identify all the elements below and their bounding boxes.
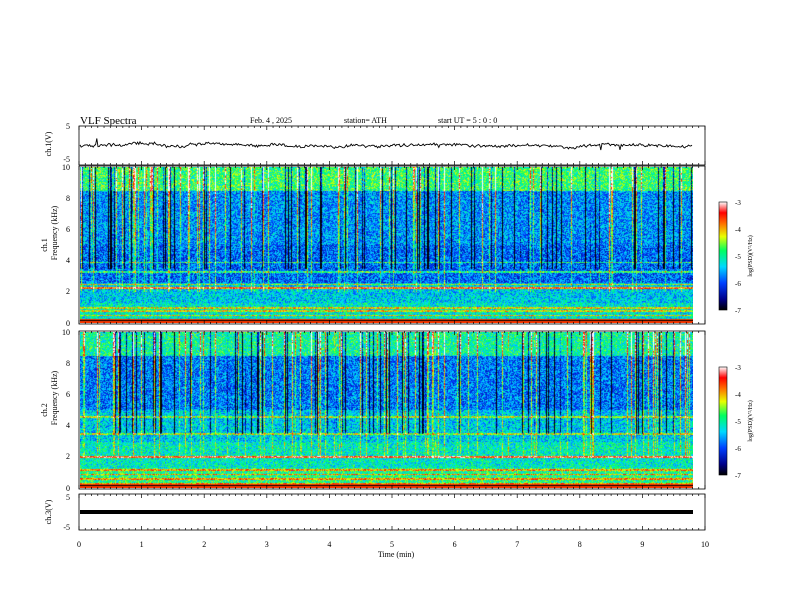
ch2-spectrogram-image xyxy=(80,332,693,488)
ch2-spec-ytick-4: 4 xyxy=(66,421,70,430)
ch2-spec-ytick-8: 8 xyxy=(66,359,70,368)
ch2-spec-ylabel-channel: ch.2 xyxy=(40,403,49,417)
ch2-spec-ytick-0: 0 xyxy=(66,484,70,493)
ch2-cb-label: log(PSD)(V²/Hz) xyxy=(747,400,754,441)
time-axis: 0 1 2 3 4 5 6 7 8 9 10 xyxy=(77,540,709,549)
ch3-ylabel: ch.3(V) xyxy=(44,499,53,524)
ch1-cb-tick-m5: -5 xyxy=(735,253,741,261)
ch1-spectrogram-image xyxy=(80,167,693,323)
xaxis-tick-label: 1 xyxy=(140,540,144,549)
ch1-spec-ylabel-channel: ch.1 xyxy=(40,238,49,252)
ch1-spec-ytick-6: 6 xyxy=(66,225,70,234)
ch2-spec-ytick-10: 10 xyxy=(62,328,70,337)
ch1-spec-ytick-0: 0 xyxy=(66,319,70,328)
ch3-waveform-panel: 5 -5 ch.3(V) xyxy=(44,493,706,532)
xaxis-tick-label: 10 xyxy=(701,540,709,549)
figure-title: VLF Spectra xyxy=(80,115,137,127)
xaxis-label: Time (min) xyxy=(378,550,415,559)
xaxis-tick-label: 2 xyxy=(202,540,206,549)
ch1-waveform-trace xyxy=(79,138,693,151)
ch2-colorbar: -3 -4 -5 -6 -7 log(PSD)(V²/Hz) xyxy=(718,364,754,480)
ch1-cb-tick-m4: -4 xyxy=(735,226,741,234)
ch1-ylabel: ch.1(V) xyxy=(44,131,53,156)
ch2-cb-tick-m6: -6 xyxy=(735,445,741,453)
ch2-cb-tick-m3: -3 xyxy=(735,364,741,372)
ch2-cb-tick-m7: -7 xyxy=(735,472,741,480)
ch1-waveform-panel: 5 -5 ch.1(V) xyxy=(44,122,706,166)
ch1-ytick-bottom: -5 xyxy=(63,155,70,164)
xaxis-tick-label: 0 xyxy=(77,540,81,549)
xaxis-tick-label: 6 xyxy=(453,540,457,549)
ch1-colorbar: -3 -4 -5 -6 -7 log(PSD)(V²/Hz) xyxy=(718,199,754,315)
ch3-ytick-bottom: -5 xyxy=(63,523,70,532)
ch2-cb-tick-m4: -4 xyxy=(735,391,741,399)
date-label: Feb. 4 , 2025 xyxy=(250,116,292,125)
ch1-spec-ytick-8: 8 xyxy=(66,194,70,203)
xaxis-tick-label: 9 xyxy=(640,540,644,549)
ch2-spec-ylabel: Frequency (kHz) xyxy=(50,370,59,425)
ch1-spectrogram-panel: 10 8 6 4 2 0 ch.1 Frequency (kHz) xyxy=(40,163,706,328)
station-label: station= ATH xyxy=(344,116,387,125)
start-ut-label: start UT = 5 : 0 : 0 xyxy=(438,116,497,125)
ch1-ytick-top: 5 xyxy=(66,122,70,131)
ch2-spec-ytick-6: 6 xyxy=(66,390,70,399)
ch3-ytick-top: 5 xyxy=(66,493,70,502)
ch1-spec-ytick-4: 4 xyxy=(66,256,70,265)
ch1-spec-ytick-2: 2 xyxy=(66,287,70,296)
ch2-cb-tick-m5: -5 xyxy=(735,418,741,426)
xaxis-tick-label: 5 xyxy=(390,540,394,549)
ch2-spectrogram-panel: 10 8 6 4 2 0 ch.2 Frequency (kHz) xyxy=(40,328,706,493)
ch1-spec-ylabel: Frequency (kHz) xyxy=(50,205,59,260)
ch1-spec-ytick-10: 10 xyxy=(62,163,70,172)
xaxis-tick-label: 4 xyxy=(327,540,331,549)
ch1-cb-label: log(PSD)(V²/Hz) xyxy=(747,235,754,276)
ch2-spec-ytick-2: 2 xyxy=(66,452,70,461)
ch1-cb-tick-m7: -7 xyxy=(735,307,741,315)
ch1-cb-tick-m3: -3 xyxy=(735,199,741,207)
xaxis-tick-label: 3 xyxy=(265,540,269,549)
ch3-waveform-trace xyxy=(80,510,693,514)
ch1-cb-tick-m6: -6 xyxy=(735,280,741,288)
xaxis-tick-label: 7 xyxy=(515,540,519,549)
xaxis-tick-label: 8 xyxy=(578,540,582,549)
